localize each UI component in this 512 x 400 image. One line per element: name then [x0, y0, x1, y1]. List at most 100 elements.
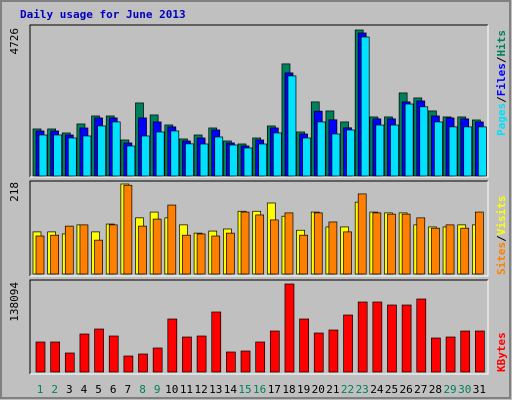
bar [94, 328, 104, 373]
bar [240, 350, 251, 373]
x-tick-label: 24 [370, 383, 384, 396]
x-tick-label: 1 [37, 383, 44, 396]
bar [226, 232, 235, 275]
x-tick-label: 26 [400, 383, 413, 396]
panel-shadow [29, 180, 488, 276]
panel-shadow [29, 24, 488, 177]
x-tick-label: 31 [473, 383, 486, 396]
bar [475, 211, 484, 275]
bar [152, 218, 162, 275]
bar [82, 135, 92, 177]
bar [50, 234, 59, 275]
x-tick-label: 27 [414, 383, 427, 396]
bar [255, 341, 266, 373]
legend-entry: Sites [495, 242, 508, 275]
bar [126, 145, 136, 177]
bar [196, 335, 207, 373]
x-tick-label: 28 [429, 383, 442, 396]
bar [94, 239, 103, 275]
bar [211, 235, 221, 275]
bar [269, 330, 280, 373]
bar [302, 137, 311, 177]
bar [478, 126, 487, 177]
x-tick-label: 20 [312, 383, 325, 396]
bar [463, 126, 473, 177]
bar [431, 227, 440, 275]
bar [258, 143, 268, 177]
bar [111, 121, 121, 177]
panel-light [30, 280, 489, 375]
x-tick-label: 14 [224, 383, 238, 396]
bar [445, 224, 455, 275]
chart-title: Daily usage for June 2013 [20, 8, 186, 21]
legend: KBytes [495, 332, 508, 372]
bar [167, 318, 178, 373]
x-tick-label: 12 [194, 383, 207, 396]
bar [387, 304, 397, 373]
bar [255, 214, 265, 275]
bar [272, 132, 282, 177]
legend-entry: KBytes [495, 332, 508, 372]
bar [416, 298, 427, 373]
bar [35, 235, 45, 275]
bar [67, 137, 77, 177]
bar [284, 212, 294, 275]
panel-shadow [29, 279, 488, 374]
bar [401, 213, 411, 275]
bar [211, 311, 222, 373]
bar [343, 314, 353, 373]
x-tick-label: 13 [209, 383, 222, 396]
legend-separator: / [495, 56, 508, 63]
bar [375, 124, 385, 177]
bar [152, 347, 163, 373]
bar [404, 103, 414, 177]
panel-light [30, 25, 489, 178]
legend-separator: / [495, 96, 508, 103]
x-tick-label: 3 [66, 383, 73, 396]
bar [38, 134, 48, 177]
bar [284, 283, 295, 373]
bar [240, 211, 250, 275]
x-tick-label: 17 [268, 383, 281, 396]
bar [196, 233, 206, 275]
bar [357, 301, 368, 373]
legend-entry: Files [495, 63, 508, 96]
x-tick-label: 30 [458, 383, 471, 396]
bar [35, 341, 46, 373]
x-tick-label: 18 [282, 383, 295, 396]
bar [226, 351, 236, 373]
bar [123, 184, 133, 275]
x-tick-label: 11 [180, 383, 193, 396]
y-tick-label: 218 [8, 182, 21, 202]
bar [313, 332, 324, 373]
x-tick-label: 4 [81, 383, 88, 396]
bar [331, 133, 341, 177]
bar [167, 204, 177, 275]
legend-entry: Pages [495, 103, 508, 136]
bar [475, 330, 485, 373]
bar [416, 217, 426, 275]
bar [460, 330, 471, 373]
bar [387, 213, 396, 275]
y-tick-label: 138094 [8, 282, 21, 322]
x-tick-label: 15 [238, 383, 251, 396]
x-tick-label: 16 [253, 383, 266, 396]
x-tick-label: 10 [165, 383, 178, 396]
bar [50, 341, 60, 373]
bar [390, 124, 399, 177]
legend-entry: Hits [495, 30, 508, 57]
bar [460, 227, 470, 275]
x-tick-label: 22 [341, 383, 354, 396]
bar [64, 225, 74, 275]
x-tick-label: 25 [385, 383, 398, 396]
bar [343, 231, 352, 275]
bar [431, 337, 441, 373]
bar [299, 234, 308, 275]
bar [445, 336, 456, 373]
bar [372, 301, 383, 373]
x-tick-label: 21 [326, 383, 339, 396]
bar [299, 318, 309, 373]
x-tick-label: 7 [125, 383, 132, 396]
